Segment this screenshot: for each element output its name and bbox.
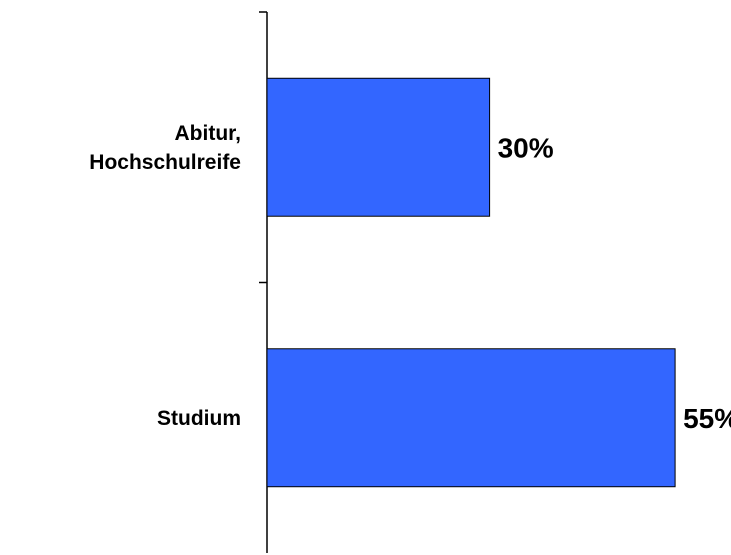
data-label: 55%: [683, 403, 731, 434]
bar: [266, 77, 491, 217]
axis-layer: [259, 11, 268, 553]
data-label: 30%: [498, 132, 554, 163]
category-label: Abitur, Hochschulreife: [89, 122, 241, 174]
bar: [266, 348, 676, 488]
category-label: Studium: [157, 407, 241, 430]
label-layer: Abitur,Hochschulreife 30% Studium 55%: [89, 122, 731, 434]
bar-layer: [266, 77, 676, 488]
